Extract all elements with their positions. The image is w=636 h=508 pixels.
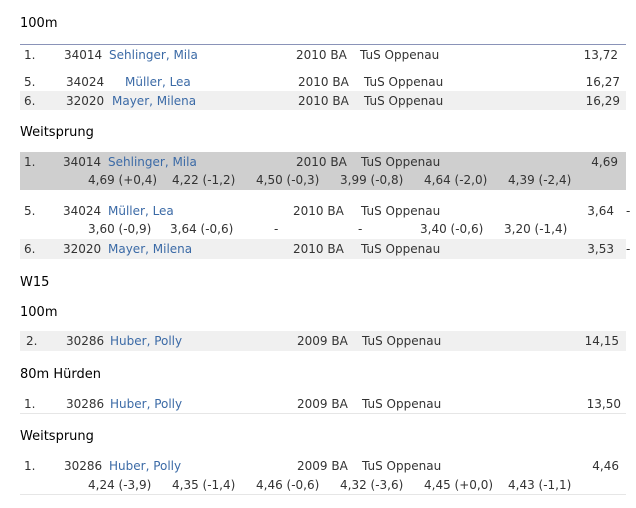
result-row: 6. 32020 Mayer, Milena 2010 BA TuS Oppen… (20, 91, 626, 110)
club: TuS Oppenau (362, 334, 442, 348)
result: 13,50 (586, 397, 621, 411)
birth-year: 2009 BA (297, 334, 348, 348)
place: 1. (24, 397, 36, 411)
attempt: 3,64 (-0,6) (170, 222, 234, 236)
athlete-link[interactable]: Müller, Lea (108, 204, 174, 218)
event-heading-100m: 100m (20, 305, 58, 320)
athlete-link[interactable]: Huber, Polly (109, 459, 182, 473)
result: 16,27 (585, 75, 620, 89)
club: TuS Oppenau (364, 94, 444, 108)
bib-number: 34024 (66, 75, 105, 89)
birth-year: 2010 BA (296, 48, 347, 62)
athlete-link[interactable]: Huber, Polly (110, 334, 183, 348)
attempt: - (358, 222, 363, 236)
bib-number: 34014 (63, 155, 102, 169)
attempt: 4,32 (-3,6) (340, 478, 404, 492)
bib-number: 30286 (64, 459, 103, 473)
birth-year: 2009 BA (297, 459, 348, 473)
birth-year: 2010 BA (298, 75, 349, 89)
place: 2. (26, 334, 38, 348)
place: 6. (24, 242, 36, 256)
bib-number: 30286 (66, 334, 105, 348)
attempt: 4,45 (+0,0) (424, 478, 494, 492)
attempt: 4,35 (-1,4) (172, 478, 236, 492)
bib-number: 32020 (66, 94, 105, 108)
result: 16,29 (585, 94, 620, 108)
birth-year: 2010 BA (293, 204, 344, 218)
event-heading-weitsprung: Weitsprung (20, 125, 94, 140)
club: TuS Oppenau (361, 204, 441, 218)
result-row: 5. 34024 Müller, Lea 2010 BA TuS Oppenau… (20, 72, 626, 91)
attempt: 3,99 (-0,8) (340, 173, 404, 187)
athlete-link[interactable]: Sehlinger, Mila (109, 48, 198, 62)
attempt: 4,46 (-0,6) (256, 478, 320, 492)
place: 5. (24, 75, 36, 89)
place: 1. (24, 48, 36, 62)
club: TuS Oppenau (361, 155, 441, 169)
attempt: 4,64 (-2,0) (424, 173, 488, 187)
result-row: 1. 34014 Sehlinger, Mila 2010 BA TuS Opp… (20, 44, 626, 65)
attempt: 4,43 (-1,1) (508, 478, 572, 492)
result-row: 6. 32020 Mayer, Milena 2010 BA TuS Oppen… (20, 239, 626, 259)
result: 13,72 (583, 48, 618, 62)
event-heading-weitsprung: Weitsprung (20, 429, 94, 444)
attempt: 4,22 (-1,2) (172, 173, 236, 187)
attempt: - (274, 222, 279, 236)
birth-year: 2010 BA (293, 242, 344, 256)
event-heading-100m: 100m (20, 16, 58, 31)
athlete-link[interactable]: Müller, Lea (125, 75, 191, 89)
result: 4,46 (592, 459, 619, 473)
club: TuS Oppenau (361, 242, 441, 256)
place: 6. (24, 94, 36, 108)
attempt: 3,20 (-1,4) (504, 222, 568, 236)
club: TuS Oppenau (362, 397, 442, 411)
result: 3,64 (587, 204, 614, 218)
result-row: 1. 30286 Huber, Polly 2009 BA TuS Oppena… (20, 394, 626, 414)
place: 1. (24, 459, 36, 473)
club: TuS Oppenau (360, 48, 440, 62)
bib-number: 30286 (66, 397, 105, 411)
athlete-link[interactable]: Mayer, Milena (112, 94, 197, 108)
bib-number: 32020 (63, 242, 102, 256)
club: TuS Oppenau (364, 75, 444, 89)
birth-year: 2009 BA (297, 397, 348, 411)
result: 14,15 (584, 334, 619, 348)
overflow-dash: - (626, 204, 631, 218)
result-row-highlighted: 1. 34014 Sehlinger, Mila 2010 BA TuS Opp… (20, 152, 626, 190)
overflow-dash: - (626, 242, 631, 256)
attempt: 4,69 (+0,4) (88, 173, 158, 187)
age-class-heading: W15 (20, 275, 50, 290)
result-row: 2. 30286 Huber, Polly 2009 BA TuS Oppena… (20, 331, 626, 351)
result: 4,69 (591, 155, 618, 169)
attempt: 4,24 (-3,9) (88, 478, 152, 492)
result-row: 1. 30286 Huber, Polly 2009 BA TuS Oppena… (20, 456, 626, 495)
birth-year: 2010 BA (296, 155, 347, 169)
event-heading-80m-huerden: 80m Hürden (20, 367, 101, 382)
place: 1. (24, 155, 36, 169)
bib-number: 34014 (64, 48, 103, 62)
athlete-link[interactable]: Sehlinger, Mila (108, 155, 197, 169)
attempt: 3,60 (-0,9) (88, 222, 152, 236)
place: 5. (24, 204, 36, 218)
attempt: 3,40 (-0,6) (420, 222, 484, 236)
attempt: 4,50 (-0,3) (256, 173, 320, 187)
result: 3,53 (587, 242, 614, 256)
athlete-link[interactable]: Mayer, Milena (108, 242, 193, 256)
attempt: 4,39 (-2,4) (508, 173, 572, 187)
result-row: 5. 34024 Müller, Lea 2010 BA TuS Oppenau… (20, 201, 626, 239)
bib-number: 34024 (63, 204, 102, 218)
club: TuS Oppenau (362, 459, 442, 473)
birth-year: 2010 BA (298, 94, 349, 108)
athlete-link[interactable]: Huber, Polly (110, 397, 183, 411)
